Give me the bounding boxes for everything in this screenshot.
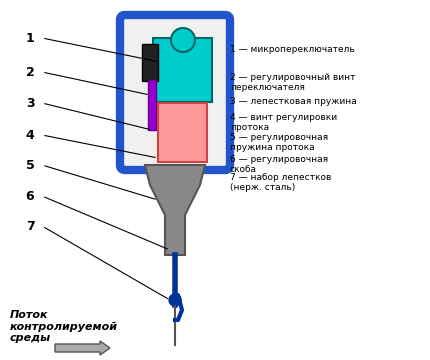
FancyBboxPatch shape (153, 38, 212, 102)
Text: 5 — регулировочная
пружина протока: 5 — регулировочная пружина протока (230, 133, 328, 152)
Text: 1: 1 (26, 32, 34, 45)
Circle shape (171, 28, 195, 52)
Text: 3 — лепестковая пружина: 3 — лепестковая пружина (230, 97, 357, 106)
Text: 6: 6 (26, 189, 34, 202)
Text: 4 — винт регулировки
протока: 4 — винт регулировки протока (230, 113, 337, 132)
Text: Поток
контролируемой
среды: Поток контролируемой среды (10, 310, 118, 343)
FancyArrow shape (55, 341, 110, 355)
FancyBboxPatch shape (158, 103, 207, 162)
FancyBboxPatch shape (148, 80, 156, 130)
Text: 7: 7 (26, 220, 34, 233)
Text: 7 — набор лепестков
(нерж. сталь): 7 — набор лепестков (нерж. сталь) (230, 173, 332, 192)
Polygon shape (145, 165, 205, 255)
Text: 1 — микропереключатель: 1 — микропереключатель (230, 45, 355, 54)
Text: 6 — регулировочная
скоба: 6 — регулировочная скоба (230, 155, 328, 174)
Circle shape (169, 294, 181, 306)
FancyBboxPatch shape (142, 44, 158, 81)
Text: 2 — регулировочный винт
переключателя: 2 — регулировочный винт переключателя (230, 73, 356, 93)
Text: 3: 3 (26, 96, 34, 109)
Text: 5: 5 (26, 158, 34, 171)
FancyBboxPatch shape (120, 15, 230, 170)
Text: 4: 4 (26, 129, 34, 141)
Text: 2: 2 (26, 66, 34, 78)
